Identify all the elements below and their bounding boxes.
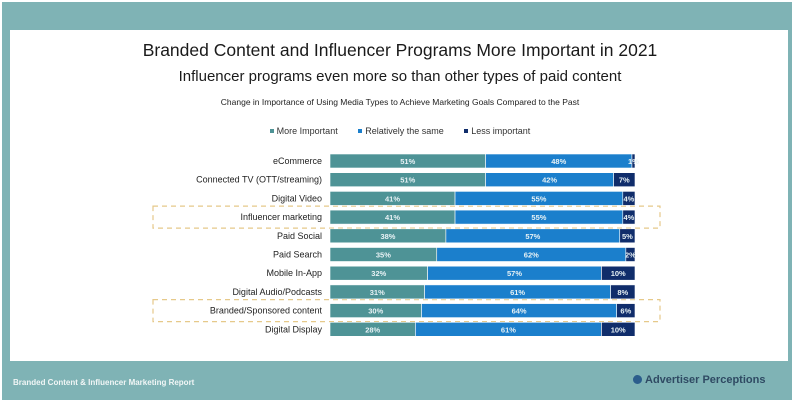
bar-segment-less-important bbox=[601, 321, 636, 337]
slide-subtitle: Influencer programs even more so than ot… bbox=[178, 68, 622, 85]
bar-segment-less-important bbox=[601, 265, 636, 281]
value-label-more-important: 31% bbox=[370, 288, 385, 297]
category-label: Paid Social bbox=[277, 231, 322, 241]
legend-item-relatively-same: Relatively the same bbox=[358, 126, 444, 136]
category-label: Mobile In-App bbox=[266, 268, 322, 278]
value-label-relatively-same: 64% bbox=[512, 307, 527, 316]
value-label-more-important: 51% bbox=[400, 157, 415, 166]
value-label-less-important: 10% bbox=[611, 269, 626, 278]
bar-segment-less-important bbox=[625, 247, 636, 262]
legend-item-less-important: Less important bbox=[464, 126, 530, 136]
value-label-relatively-same: 42% bbox=[542, 176, 557, 185]
legend-swatch-less-important bbox=[464, 128, 469, 133]
highlight-box bbox=[152, 205, 661, 229]
legend-swatch-more-important bbox=[269, 128, 274, 133]
value-label-less-important: 4% bbox=[623, 194, 634, 203]
slide-title: Branded Content and Influencer Programs … bbox=[142, 40, 658, 60]
value-label-relatively-same: 55% bbox=[531, 194, 546, 203]
bar-segment-less-important bbox=[610, 284, 636, 300]
category-label: Connected TV (OTT/streaming) bbox=[196, 175, 322, 185]
value-label-more-important: 28% bbox=[365, 325, 380, 334]
value-label-less-important: 2% bbox=[625, 251, 636, 260]
brand-logo: Advertiser Perceptions bbox=[633, 374, 765, 386]
bar-segment-less-important bbox=[613, 172, 636, 187]
bar-segment-less-important bbox=[616, 303, 636, 318]
value-label-relatively-same: 61% bbox=[510, 288, 525, 297]
value-label-more-important: 30% bbox=[368, 307, 383, 316]
value-label-more-important: 32% bbox=[371, 269, 386, 278]
value-label-less-important: 10% bbox=[611, 325, 626, 334]
value-label-relatively-same: 48% bbox=[551, 157, 566, 166]
value-label-relatively-same: 57% bbox=[507, 269, 522, 278]
report-name: Branded Content & Influencer Marketing R… bbox=[13, 378, 195, 387]
bar-segment-less-important bbox=[622, 209, 636, 225]
legend-label: Relatively the same bbox=[365, 126, 444, 136]
category-label: eCommerce bbox=[273, 156, 322, 166]
value-label-more-important: 38% bbox=[380, 232, 395, 241]
value-label-relatively-same: 61% bbox=[501, 325, 516, 334]
chart-title: Change in Importance of Using Media Type… bbox=[220, 97, 580, 107]
bar-segment-less-important bbox=[619, 228, 636, 244]
legend-swatch-relatively-same bbox=[358, 128, 363, 133]
legend-label: Less important bbox=[471, 126, 531, 136]
category-label: Digital Video bbox=[272, 193, 322, 203]
bar-segment-less-important bbox=[622, 191, 636, 206]
category-label: Branded/Sponsored content bbox=[210, 306, 323, 316]
category-label: Influencer marketing bbox=[240, 212, 322, 222]
value-label-relatively-same: 57% bbox=[525, 232, 540, 241]
value-label-relatively-same: 55% bbox=[531, 213, 546, 222]
globe-icon bbox=[633, 374, 642, 384]
value-label-less-important: 1% bbox=[628, 157, 639, 166]
value-label-less-important: 4% bbox=[623, 213, 634, 222]
value-label-less-important: 6% bbox=[620, 307, 631, 316]
value-label-more-important: 51% bbox=[400, 176, 415, 185]
category-label: Digital Display bbox=[265, 324, 323, 334]
value-label-less-important: 5% bbox=[622, 232, 633, 241]
value-label-more-important: 41% bbox=[385, 213, 400, 222]
value-label-more-important: 41% bbox=[385, 194, 400, 203]
legend-label: More Important bbox=[276, 126, 338, 136]
value-label-less-important: 7% bbox=[619, 176, 630, 185]
highlight-box bbox=[152, 299, 661, 323]
category-label: Digital Audio/Podcasts bbox=[232, 287, 322, 297]
value-label-relatively-same: 62% bbox=[524, 251, 539, 260]
brand-name: Advertiser Perceptions bbox=[645, 374, 766, 386]
bar-segment-less-important bbox=[631, 153, 636, 169]
chart-legend: More Important Relatively the same Less … bbox=[0, 126, 800, 136]
value-label-more-important: 35% bbox=[376, 251, 391, 260]
category-label: Paid Search bbox=[273, 250, 322, 260]
legend-item-more-important: More Important bbox=[269, 126, 338, 136]
value-label-less-important: 8% bbox=[617, 288, 628, 297]
